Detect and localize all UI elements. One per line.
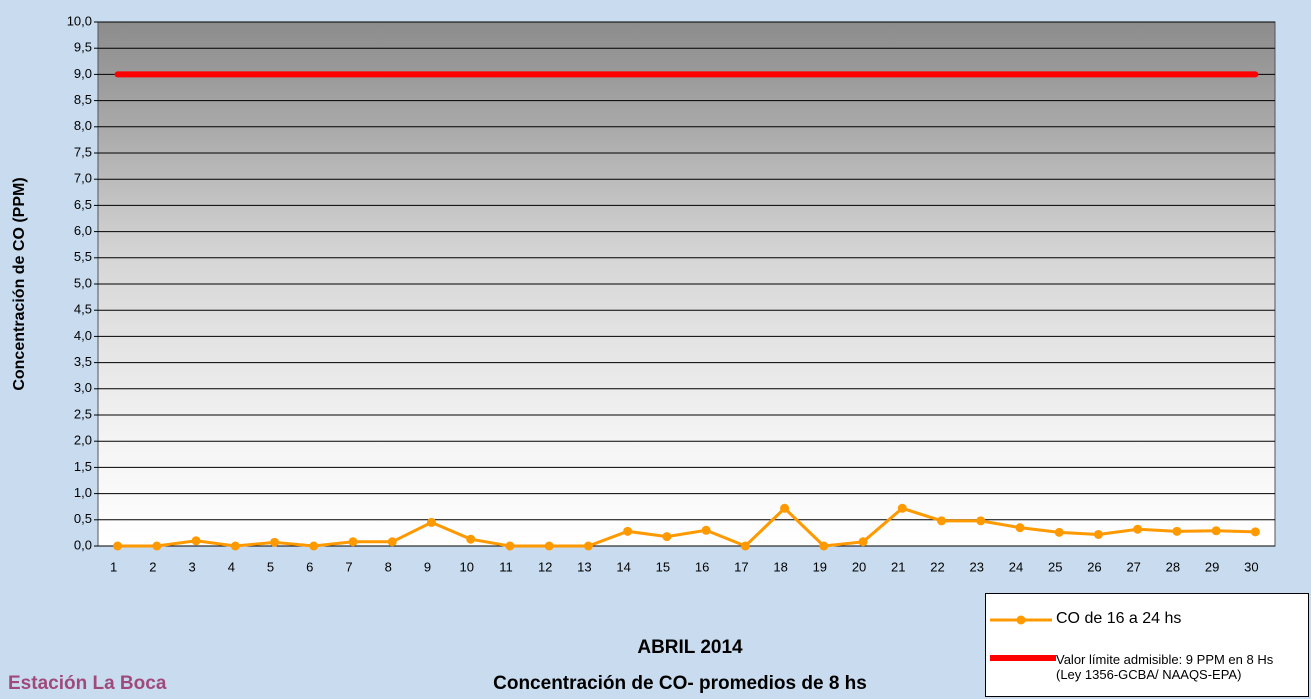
y-tick-label: 8,5 xyxy=(74,92,92,107)
x-tick-label: 26 xyxy=(1087,559,1101,574)
x-tick-label: 24 xyxy=(1009,559,1023,574)
y-tick-label: 2,5 xyxy=(74,406,92,421)
point xyxy=(583,541,593,551)
chart-subtitle: Concentración de CO- promedios de 8 hs xyxy=(493,673,867,694)
point xyxy=(426,517,436,527)
point xyxy=(1015,523,1025,533)
legend-swatch xyxy=(990,655,1056,661)
x-tick-label: 29 xyxy=(1205,559,1219,574)
point xyxy=(780,503,790,513)
point xyxy=(976,516,986,526)
point xyxy=(1133,524,1143,534)
y-axis-label: Concentración de CO (PPM) xyxy=(11,177,28,390)
x-tick-label: 20 xyxy=(852,559,866,574)
y-tick-label: 1,0 xyxy=(74,485,92,500)
point xyxy=(230,541,240,551)
y-tick-label: 1,5 xyxy=(74,459,92,474)
x-tick-label: 28 xyxy=(1166,559,1180,574)
point xyxy=(270,537,280,547)
x-tick-label: 11 xyxy=(499,559,513,574)
y-tick-label: 4,5 xyxy=(74,302,92,317)
y-tick-label: 5,5 xyxy=(74,249,92,264)
point xyxy=(113,541,123,551)
y-tick-label: 9,0 xyxy=(74,66,92,81)
point xyxy=(544,541,554,551)
point xyxy=(662,532,672,542)
y-tick-label: 9,5 xyxy=(74,40,92,55)
point xyxy=(897,503,907,513)
y-tick-label: 6,0 xyxy=(74,223,92,238)
y-tick-label: 0,5 xyxy=(74,511,92,526)
point xyxy=(858,537,868,547)
legend-item: Valor límite admisible: 9 PPM en 8 Hs (L… xyxy=(986,652,1296,682)
y-tick-label: 3,5 xyxy=(74,354,92,369)
chart-title: ABRIL 2014 xyxy=(637,637,743,658)
point xyxy=(1054,527,1064,537)
point xyxy=(309,541,319,551)
y-tick-label: 3,0 xyxy=(74,380,92,395)
legend-item: CO de 16 a 24 hs xyxy=(986,610,1181,630)
x-tick-label: 6 xyxy=(306,559,313,574)
y-tick-label: 0,0 xyxy=(74,537,92,552)
point xyxy=(701,525,711,535)
station-label: Estación La Boca xyxy=(8,673,167,694)
legend: CO de 16 a 24 hs Valor límite admisible:… xyxy=(985,593,1309,697)
series-line xyxy=(116,506,1257,548)
legend-swatch xyxy=(990,615,1052,625)
x-tick-label: 16 xyxy=(695,559,709,574)
x-tick-label: 12 xyxy=(538,559,552,574)
point xyxy=(505,541,515,551)
y-tick-label: 4,0 xyxy=(74,328,92,343)
x-tick-label: 8 xyxy=(385,559,392,574)
point xyxy=(1211,526,1221,536)
x-tick-label: 3 xyxy=(188,559,195,574)
x-tick-label: 1 xyxy=(110,559,117,574)
y-tick-label: 10,0 xyxy=(67,13,92,28)
point xyxy=(387,537,397,547)
x-tick-label: 19 xyxy=(813,559,827,574)
x-tick-label: 15 xyxy=(656,559,670,574)
y-tick-label: 2,0 xyxy=(74,433,92,448)
x-tick-label: 25 xyxy=(1048,559,1062,574)
x-tick-label: 4 xyxy=(228,559,235,574)
y-tick-label: 7,5 xyxy=(74,144,92,159)
point xyxy=(152,541,162,551)
point xyxy=(191,536,201,546)
legend-label: Valor límite admisible: 9 PPM en 8 Hs (L… xyxy=(1056,652,1274,682)
point xyxy=(1093,529,1103,539)
x-tick-label: 2 xyxy=(149,559,156,574)
x-tick-label: 22 xyxy=(930,559,944,574)
legend-label: CO de 16 a 24 hs xyxy=(1056,610,1182,627)
y-tick-label: 5,0 xyxy=(74,275,92,290)
point xyxy=(937,516,947,526)
point xyxy=(466,534,476,544)
x-tick-label: 5 xyxy=(267,559,274,574)
point xyxy=(1172,526,1182,536)
x-tick-label: 30 xyxy=(1244,559,1258,574)
point xyxy=(348,537,358,547)
point xyxy=(623,526,633,536)
x-tick-label: 21 xyxy=(891,559,905,574)
x-tick-label: 18 xyxy=(773,559,787,574)
x-tick-label: 7 xyxy=(345,559,352,574)
x-tick-label: 13 xyxy=(577,559,591,574)
point xyxy=(740,541,750,551)
x-tick-label: 14 xyxy=(616,559,630,574)
x-tick-label: 23 xyxy=(970,559,984,574)
x-tick-label: 9 xyxy=(424,559,431,574)
y-tick-label: 8,0 xyxy=(74,118,92,133)
x-tick-label: 10 xyxy=(459,559,473,574)
point xyxy=(1250,527,1260,537)
y-tick-label: 7,0 xyxy=(74,171,92,186)
y-tick-label: 6,5 xyxy=(74,197,92,212)
point xyxy=(819,541,829,551)
x-tick-label: 27 xyxy=(1126,559,1140,574)
x-tick-label: 17 xyxy=(734,559,748,574)
